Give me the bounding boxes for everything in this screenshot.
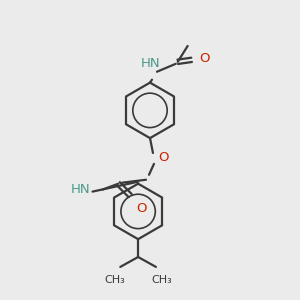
Text: HN: HN <box>141 57 161 70</box>
Text: O: O <box>158 152 168 164</box>
Text: O: O <box>136 202 147 214</box>
Text: HN: HN <box>71 183 91 196</box>
Text: O: O <box>200 52 210 65</box>
Text: CH₃: CH₃ <box>152 275 172 285</box>
Text: CH₃: CH₃ <box>104 275 125 285</box>
